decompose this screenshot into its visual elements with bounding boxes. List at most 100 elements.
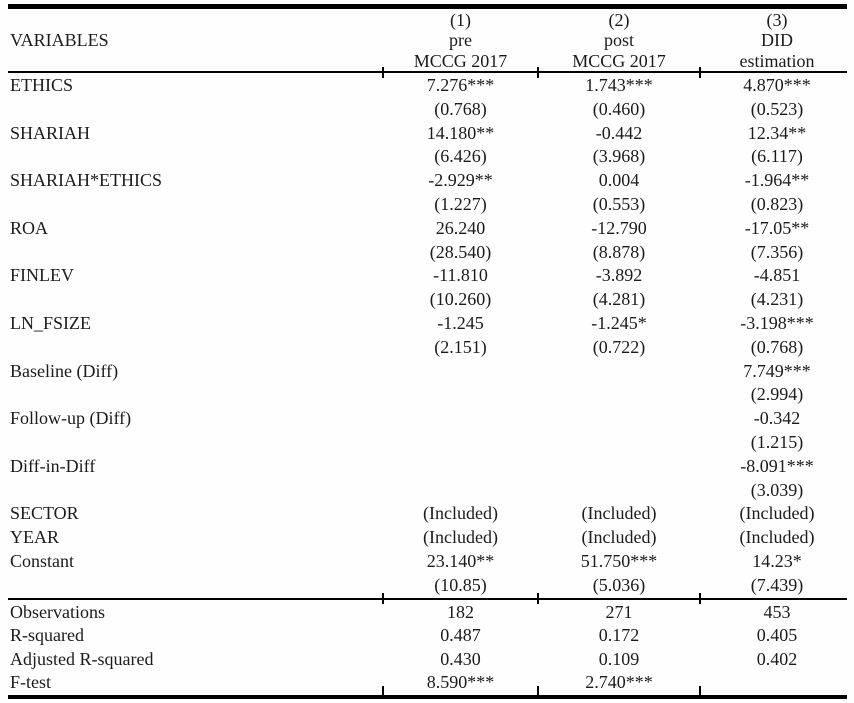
cell-value: 0.487	[440, 625, 481, 646]
row-label	[0, 479, 383, 503]
cell-value: (Included)	[581, 503, 657, 524]
column-number: (1)	[450, 10, 471, 30]
cell-value: 8.590***	[426, 671, 495, 692]
row-label	[0, 193, 383, 217]
cell-value: 182	[447, 602, 474, 622]
cell-value: -1.245*	[591, 312, 647, 333]
row-label: Adjusted R-squared	[10, 648, 154, 669]
table-row: Observations 182 271 453	[0, 601, 854, 624]
cell-value	[383, 360, 538, 384]
table-row: YEAR (Included) (Included) (Included)	[0, 526, 854, 550]
cell-value: (2.151)	[434, 336, 487, 357]
cell-value: -8.091***	[740, 455, 814, 476]
cell-value	[538, 479, 700, 503]
cell-value: (10.85)	[434, 574, 487, 595]
table-row: (0.768) (0.460) (0.523)	[0, 98, 854, 122]
cell-value	[383, 383, 538, 407]
cell-value: (Included)	[739, 527, 815, 548]
row-label	[0, 383, 383, 407]
row-label	[0, 98, 383, 122]
table-row: Adjusted R-squared 0.430 0.109 0.402	[0, 648, 854, 671]
column-divider-tick	[699, 686, 701, 696]
column-divider-tick	[382, 67, 384, 78]
column-divider-tick	[382, 686, 384, 696]
row-label: Diff-in-Diff	[10, 455, 96, 476]
cell-value: 26.240	[435, 217, 486, 238]
row-label	[0, 288, 383, 312]
table-row: FINLEV -11.810 -3.892 -4.851	[0, 264, 854, 288]
table-row: (1.227) (0.553) (0.823)	[0, 193, 854, 217]
cell-value: -3.892	[595, 265, 643, 286]
row-label: ETHICS	[10, 75, 73, 95]
cell-value	[538, 431, 700, 455]
table-row: (1.215)	[0, 431, 854, 455]
cell-value: 0.430	[440, 648, 481, 669]
table-row: (6.426) (3.968) (6.117)	[0, 145, 854, 169]
row-label: LN_FSIZE	[10, 312, 91, 333]
column-subtitle: estimation	[739, 50, 815, 71]
cell-value: 14.23*	[752, 550, 802, 571]
row-label	[0, 431, 383, 455]
statistics-separator-rule	[8, 598, 847, 600]
header-bottom-rule	[8, 71, 847, 73]
cell-value: (7.439)	[750, 574, 804, 595]
cell-value: (3.039)	[750, 479, 804, 500]
cell-value: -3.198***	[740, 312, 814, 333]
cell-value: (0.523)	[750, 98, 804, 119]
cell-value: 1.743***	[585, 75, 653, 95]
cell-value: -0.342	[753, 408, 801, 429]
table-top-rule	[8, 4, 847, 9]
header-row-2: VARIABLES pre post DID	[0, 30, 854, 50]
cell-value: (0.768)	[750, 336, 804, 357]
cell-value	[700, 671, 854, 694]
cell-value: (3.968)	[592, 146, 646, 167]
header-spacer	[0, 10, 383, 30]
cell-value: 0.109	[598, 648, 640, 669]
cell-value	[538, 383, 700, 407]
table-statistics: Observations 182 271 453 R-squared 0.487 0.172…	[0, 601, 854, 694]
cell-value: (Included)	[423, 503, 498, 524]
cell-value: 0.172	[598, 625, 640, 646]
table-row: (3.039)	[0, 479, 854, 503]
cell-value: 12.34**	[747, 122, 807, 143]
cell-value: -12.790	[591, 217, 647, 238]
cell-value	[383, 455, 538, 479]
row-label	[0, 336, 383, 360]
table-row: (10.85) (5.036) (7.439)	[0, 574, 854, 598]
cell-value: 453	[763, 602, 791, 622]
cell-value: (Included)	[423, 527, 498, 548]
table-row: Follow-up (Diff) -0.342	[0, 407, 854, 431]
cell-value: 14.180**	[426, 122, 495, 143]
cell-value: (0.823)	[750, 193, 804, 214]
column-divider-tick	[537, 593, 539, 604]
column-subtitle: MCCG 2017	[413, 50, 508, 71]
row-label	[0, 241, 383, 265]
cell-value: (5.036)	[592, 574, 646, 595]
cell-value: (0.460)	[592, 98, 646, 119]
cell-value: (10.260)	[429, 289, 492, 310]
column-title: post	[603, 30, 634, 51]
cell-value: 23.140**	[426, 550, 495, 571]
row-label: YEAR	[10, 527, 59, 548]
cell-value	[538, 407, 700, 431]
cell-value: (6.117)	[751, 146, 803, 167]
row-label: Constant	[10, 550, 75, 571]
row-label: SHARIAH	[10, 122, 91, 143]
cell-value: 0.405	[756, 625, 798, 646]
table-row: SECTOR (Included) (Included) (Included)	[0, 502, 854, 526]
column-subtitle: MCCG 2017	[572, 50, 666, 71]
row-label: ROA	[10, 217, 49, 238]
column-number: (3)	[766, 10, 788, 30]
row-label	[0, 574, 383, 598]
row-label: SHARIAH*ETHICS	[10, 170, 163, 191]
column-title: DID	[761, 30, 793, 51]
table-row: (2.151) (0.722) (0.768)	[0, 336, 854, 360]
cell-value: -11.810	[433, 265, 488, 286]
cell-value: (1.227)	[434, 193, 487, 214]
cell-value: (1.215)	[750, 431, 804, 452]
table-row: Constant 23.140** 51.750*** 14.23*	[0, 550, 854, 574]
cell-value: (Included)	[581, 527, 657, 548]
row-label	[0, 145, 383, 169]
table-row: (10.260) (4.281) (4.231)	[0, 288, 854, 312]
